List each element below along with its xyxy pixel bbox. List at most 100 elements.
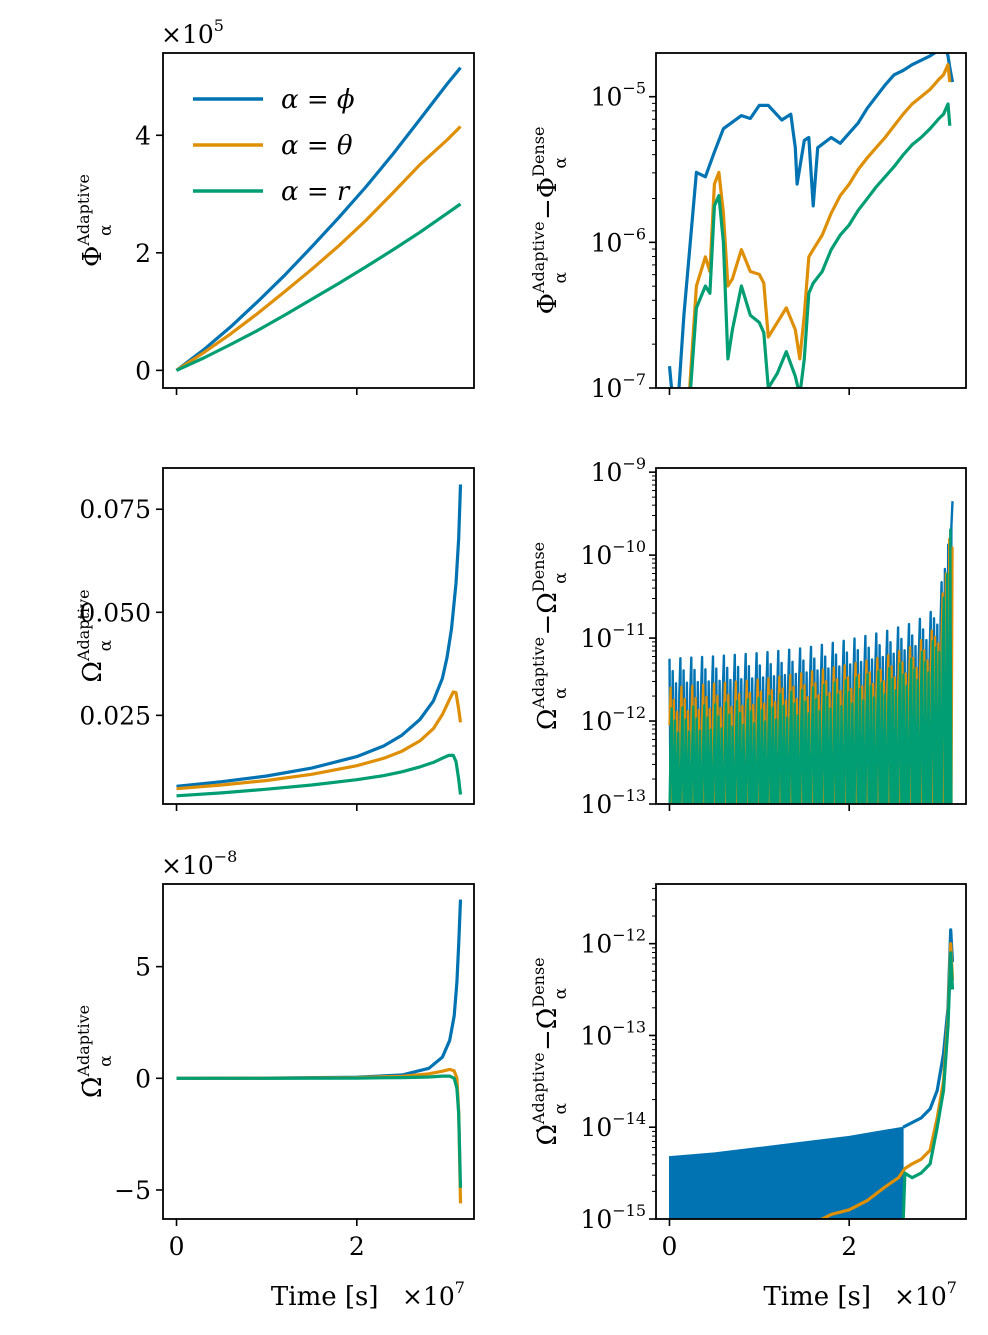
- y-label-sub2: α: [551, 987, 571, 999]
- y-tick-exponent: −13: [612, 786, 646, 805]
- y-label-base1: Φ: [533, 293, 563, 314]
- x-scale-base: ×10: [402, 1282, 455, 1311]
- y-label-op: −: [533, 614, 563, 636]
- y-tick-exponent: −7: [622, 370, 646, 389]
- y-label-sub1: α: [551, 271, 571, 283]
- y-axis-label: ΩAdaptive α−ΩDense α: [529, 542, 571, 730]
- y-tick-exponent: −11: [612, 620, 646, 639]
- y-label-sup: Adaptive: [74, 589, 93, 662]
- y-label-base: Φ: [78, 246, 108, 267]
- y-label-base2: Φ: [533, 177, 563, 198]
- y-axis-label: ΦAdaptive α−ΦDense α: [529, 127, 571, 315]
- x-tick-label: 2: [841, 1232, 857, 1261]
- legend-label-phi: α = ϕ: [281, 85, 355, 115]
- y-label-sup1: Adaptive: [529, 637, 548, 710]
- y-scale-base: ×10: [161, 851, 214, 880]
- series-line-theta: [176, 690, 463, 791]
- y-tick-label: 10−12: [580, 703, 646, 736]
- series-band-phi: [669, 1126, 904, 1219]
- y-tick-base: 10: [580, 930, 612, 959]
- y-tick-exponent: −15: [612, 1201, 646, 1220]
- y-label-sup: Adaptive: [74, 174, 93, 247]
- x-axis-label: Time [s]: [763, 1282, 871, 1312]
- y-label-sup2: Dense: [529, 542, 548, 592]
- legend-label-theta: α = θ: [281, 131, 353, 161]
- y-label-base2: Ω: [533, 592, 563, 614]
- y-tick-label: 10−9: [591, 454, 646, 487]
- y-tick-label: 10−12: [580, 926, 646, 959]
- y-tick-exponent: −9: [622, 454, 646, 473]
- series-line-r: [901, 951, 955, 1219]
- plot-area: [175, 66, 462, 372]
- x-tick-label: 0: [169, 1232, 185, 1261]
- y-tick-label: 10−13: [580, 1017, 646, 1050]
- y-tick-label: 10−15: [580, 1201, 646, 1234]
- y-tick-label: 10−13: [580, 786, 646, 819]
- y-label-sup2: Dense: [529, 127, 548, 177]
- series-line-theta: [175, 125, 462, 372]
- x-axis-label: Time [s]: [271, 1282, 379, 1312]
- series-line-r: [176, 753, 463, 798]
- y-label-base2: Ω̇: [533, 1008, 563, 1030]
- y-tick-label: 0: [135, 356, 151, 385]
- plot-area: [176, 484, 463, 798]
- axes-frame: [162, 52, 475, 389]
- y-label-sub1: α: [551, 687, 571, 699]
- y-label-sub2: α: [551, 157, 571, 169]
- y-tick-exponent: −10: [612, 537, 646, 556]
- y-label-sub: α: [96, 224, 116, 236]
- y-tick-label: 0.050: [79, 598, 151, 627]
- y-scale-exponent: −8: [214, 847, 238, 866]
- axes-frame: [655, 883, 967, 1220]
- y-tick-exponent: −6: [622, 224, 646, 243]
- legend: α = ϕ α = θ α = r: [193, 85, 355, 207]
- y-label-sub2: α: [551, 572, 571, 584]
- series-line-r: [689, 102, 952, 388]
- y-label-base1: Ω̇: [533, 1124, 563, 1146]
- y-tick-label: 4: [135, 121, 151, 150]
- y-tick-base: 10: [580, 790, 612, 819]
- y-tick-exponent: −12: [612, 926, 646, 945]
- legend-label-r: α = r: [281, 177, 351, 207]
- y-tick-base: 10: [591, 83, 623, 112]
- y-scale-factor: ×105: [161, 16, 224, 49]
- y-label-sup2: Dense: [529, 957, 548, 1007]
- y-tick-label: 10−6: [591, 224, 646, 257]
- axes-frame: [655, 52, 967, 389]
- y-tick-base: 10: [591, 374, 623, 403]
- y-label-base1: Ω: [533, 709, 563, 731]
- plot-area: [668, 501, 954, 804]
- y-tick-base: 10: [580, 1021, 612, 1050]
- series-line-r: [175, 202, 462, 372]
- axes-frame: [162, 883, 475, 1220]
- series-line-theta: [688, 63, 952, 388]
- x-scale-exponent: 7: [455, 1278, 465, 1297]
- y-axis-label: ΩAdaptive α: [74, 589, 116, 682]
- y-label-sub: α: [96, 1055, 116, 1067]
- y-tick-exponent: −13: [612, 1017, 646, 1036]
- series-line-theta: [176, 1067, 463, 1204]
- y-tick-label: 5: [135, 953, 151, 982]
- y-tick-label: 0.025: [79, 701, 151, 730]
- y-label-sup1: Adaptive: [529, 1052, 548, 1125]
- y-label-sup1: Adaptive: [529, 221, 548, 294]
- y-tick-base: 10: [580, 1205, 612, 1234]
- y-tick-label: 10−5: [591, 79, 646, 112]
- y-axis-label: Ω̇Adaptive α: [74, 1005, 116, 1098]
- y-tick-exponent: −12: [612, 703, 646, 722]
- panel-frequency: 0.025 0.050 0.075 ΩAdaptive α: [74, 467, 475, 811]
- y-axis-label: ΦAdaptive α: [74, 174, 116, 267]
- y-label-base: Ω: [78, 661, 108, 683]
- y-label-op: −: [533, 1029, 563, 1051]
- series-line-phi: [175, 66, 462, 372]
- y-tick-base: 10: [591, 458, 623, 487]
- x-tick-label: 0: [662, 1232, 678, 1261]
- y-scale-exponent: 5: [214, 16, 224, 35]
- y-tick-label: 10−11: [580, 620, 646, 653]
- y-tick-base: 10: [591, 228, 623, 257]
- plot-area: [667, 53, 955, 388]
- y-tick-label: 2: [135, 239, 151, 268]
